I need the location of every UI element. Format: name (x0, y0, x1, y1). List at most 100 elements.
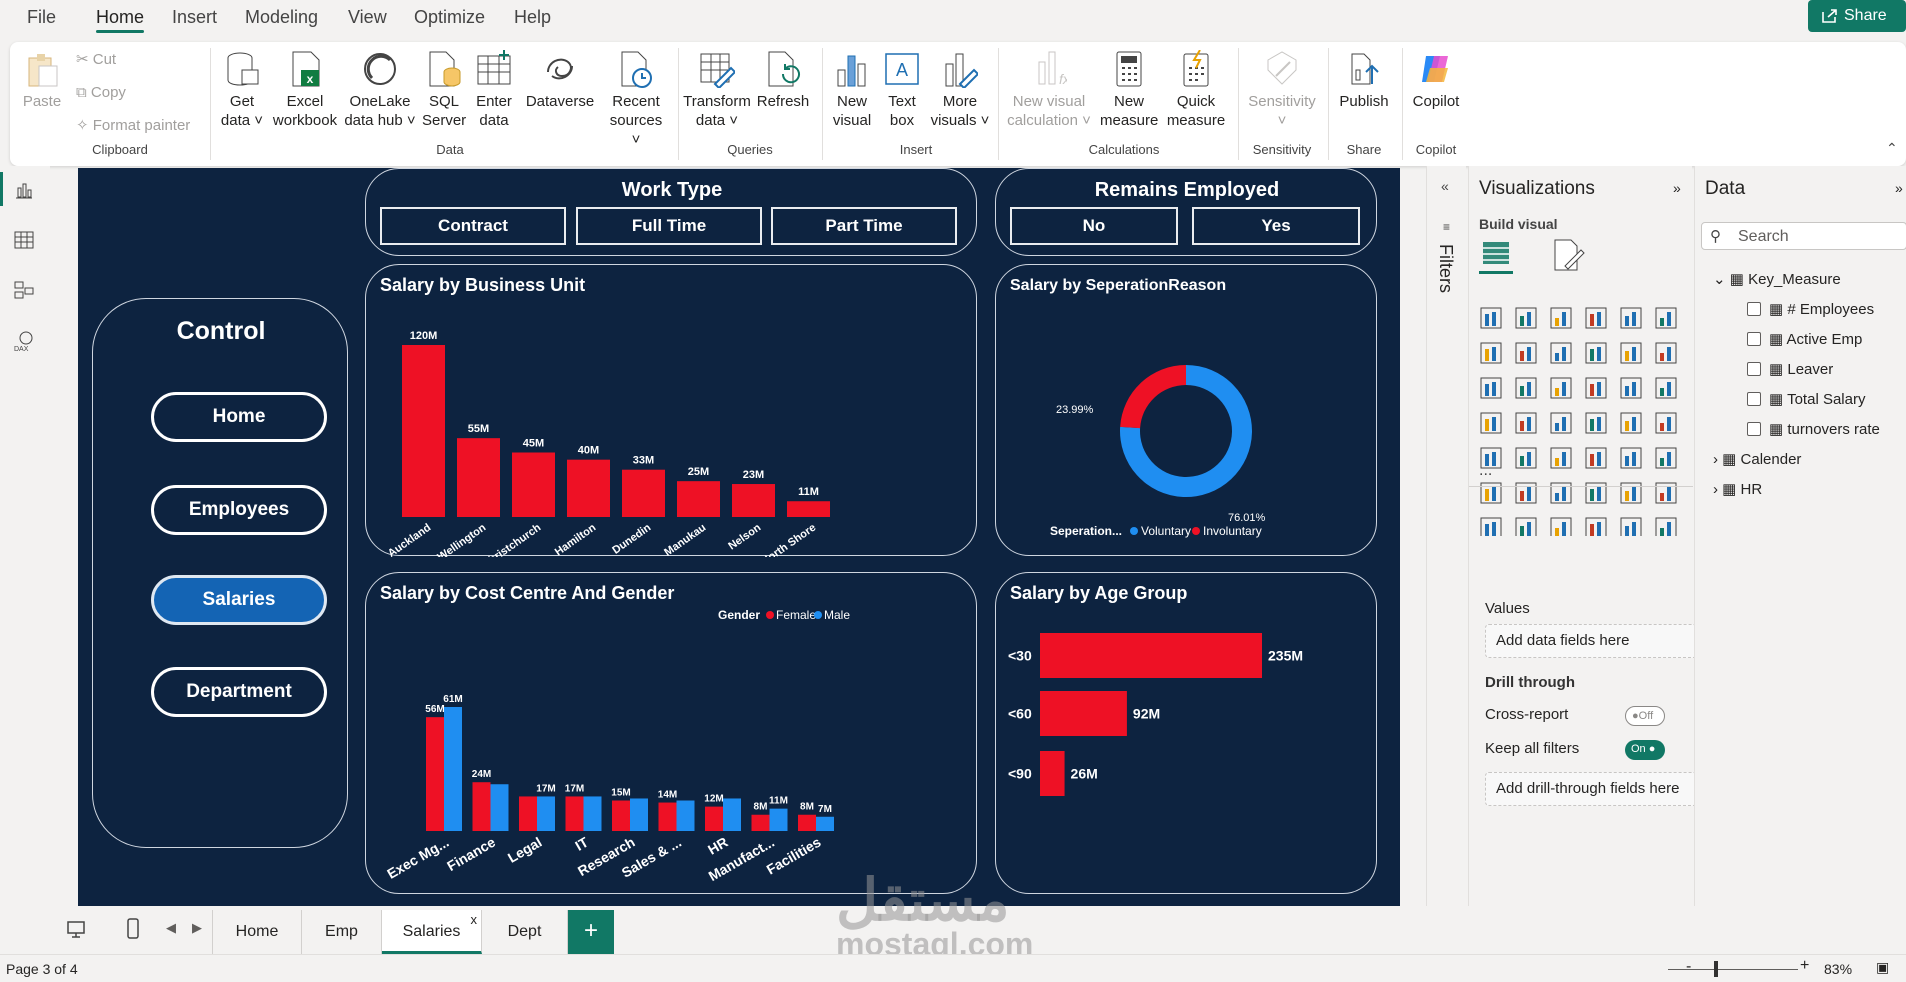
field-checkbox[interactable] (1747, 422, 1761, 436)
new-measure-button[interactable]: New measure (1100, 50, 1158, 130)
format-visual-tab[interactable] (1551, 238, 1585, 277)
enter-data-button[interactable]: Enter data (472, 50, 516, 130)
desktop-layout-icon[interactable] (66, 920, 86, 945)
table-calender[interactable]: › ▦ Calender (1713, 450, 1801, 468)
expand-icon[interactable]: « (1441, 178, 1449, 194)
menu-help[interactable]: Help (514, 7, 552, 27)
field-checkbox[interactable] (1747, 392, 1761, 406)
more-visuals-label-2: visuals (930, 112, 977, 129)
share-button[interactable]: Share ⌄ (1808, 0, 1906, 56)
quick-measure-button[interactable]: Quick measure (1164, 50, 1228, 130)
zoom-in-button[interactable]: + (1800, 957, 1810, 974)
tab-dept[interactable]: Dept (482, 910, 568, 954)
values-well[interactable]: Add data fields here (1485, 624, 1697, 658)
menu-modeling[interactable]: Modeling (245, 7, 319, 27)
remains-employed-title: Remains Employed (1094, 179, 1280, 201)
table-view-icon[interactable] (14, 230, 34, 255)
close-tab-icon[interactable]: x (470, 912, 478, 927)
menu-view[interactable]: View (348, 7, 387, 27)
onelake-button[interactable]: OneLake data hub ˅ (344, 50, 416, 130)
visual-calculation-icon: fx (1038, 51, 1067, 87)
drill-through-well[interactable]: Add drill-through fields here (1485, 772, 1697, 806)
new-measure-label-1: New (1113, 93, 1144, 110)
zoom-slider[interactable] (1668, 969, 1798, 970)
format-painter-button[interactable]: ✧ Format painter (76, 116, 190, 134)
filters-pane-collapsed[interactable]: « ≡ Filters (1426, 166, 1466, 906)
menu-home[interactable]: Home (96, 7, 145, 27)
field-employees[interactable]: ▦ # Employees (1769, 300, 1874, 318)
category-label: <30 (1008, 648, 1032, 664)
nav-salaries-button[interactable]: Salaries (151, 575, 327, 625)
field-turnovers-rate[interactable]: ▦ turnovers rate (1769, 420, 1880, 438)
table-key-measure[interactable]: ⌄ ▦ Key_Measure (1713, 270, 1841, 288)
category-label: Exec Mg... (384, 834, 451, 882)
field-total-salary[interactable]: ▦ Total Salary (1769, 390, 1865, 408)
transform-data-button[interactable]: Transform data ˅ (682, 50, 752, 130)
previous-page-icon[interactable]: ◀ (166, 920, 176, 935)
collapse-ribbon-icon[interactable]: ⌃ (1886, 140, 1898, 156)
legend-label: Male (824, 608, 850, 622)
cross-report-toggle[interactable]: ●Off (1625, 706, 1665, 726)
nav-department-button[interactable]: Department (151, 667, 327, 717)
field-checkbox[interactable] (1747, 362, 1761, 376)
collapse-pane-icon[interactable]: » (1673, 180, 1681, 196)
tab-salaries[interactable]: Salaries x (382, 910, 482, 954)
slicer-yes[interactable]: Yes (1192, 207, 1360, 245)
nav-home-button[interactable]: Home (151, 392, 327, 442)
table-hr[interactable]: › ▦ HR (1713, 480, 1762, 498)
data-label: 61M (443, 694, 462, 705)
next-page-icon[interactable]: ▶ (192, 920, 202, 935)
fit-to-page-icon[interactable]: ▣ (1876, 959, 1890, 975)
menu-optimize[interactable]: Optimize (414, 7, 486, 27)
add-page-button[interactable]: + (568, 910, 614, 954)
dax-query-view-icon[interactable]: DAX (14, 330, 34, 357)
recent-label-2: sources (609, 112, 663, 129)
copilot-button[interactable]: Copilot (1406, 50, 1466, 111)
sensitivity-button[interactable]: Sensitivity ˅ (1244, 50, 1320, 130)
field-checkbox[interactable] (1747, 332, 1761, 346)
text-box-button[interactable]: A Text box (880, 50, 924, 130)
dataverse-button[interactable]: Dataverse (522, 50, 598, 111)
new-visual-button[interactable]: New visual (830, 50, 874, 130)
excel-workbook-button[interactable]: x Excel workbook (272, 50, 338, 130)
build-visual-tab[interactable] (1479, 236, 1513, 274)
refresh-label: Refresh (756, 93, 810, 110)
slicer-contract[interactable]: Contract (380, 207, 566, 245)
data-label: 25M (688, 466, 709, 478)
tab-home[interactable]: Home (212, 910, 302, 954)
slicer-full-time[interactable]: Full Time (576, 207, 762, 245)
cut-button[interactable]: ✂ Cut (76, 50, 116, 68)
get-data-button[interactable]: Get data ˅ (220, 50, 264, 130)
field-checkbox[interactable] (1747, 302, 1761, 316)
separator (998, 48, 999, 160)
report-view-icon[interactable] (14, 180, 34, 205)
collapse-data-pane-icon[interactable]: » (1895, 180, 1903, 196)
more-visuals-ellipsis[interactable]: ... (1479, 462, 1493, 479)
format-visual-icon (1554, 239, 1585, 271)
visual-type-gallery (1480, 307, 1677, 536)
keep-filters-toggle[interactable]: On ● (1625, 740, 1665, 760)
data-search-input[interactable]: ⚲ Search (1701, 222, 1906, 250)
slicer-part-time[interactable]: Part Time (771, 207, 957, 245)
zoom-slider-thumb[interactable] (1714, 961, 1718, 977)
menu-file[interactable]: File (27, 7, 57, 27)
field-leaver[interactable]: ▦ Leaver (1769, 360, 1833, 378)
sql-server-button[interactable]: SQL Server (422, 50, 466, 130)
model-view-icon[interactable] (14, 280, 34, 305)
nav-employees-button[interactable]: Employees (151, 485, 327, 535)
menu-insert[interactable]: Insert (172, 7, 218, 27)
mobile-layout-icon[interactable] (126, 918, 140, 945)
tab-emp[interactable]: Emp (302, 910, 382, 954)
recent-sources-button[interactable]: Recent sources ˅ (604, 50, 668, 149)
more-visuals-button[interactable]: More visuals ˅ (930, 50, 990, 130)
field-active-emp[interactable]: ▦ Active Emp (1769, 330, 1862, 348)
publish-button[interactable]: Publish (1334, 50, 1394, 111)
separator (1328, 48, 1329, 160)
zoom-out-button[interactable]: - (1686, 958, 1692, 975)
slicer-no[interactable]: No (1010, 207, 1178, 245)
copy-button[interactable]: ⧉ Copy (76, 84, 126, 101)
data-label: 235M (1268, 648, 1303, 664)
refresh-button[interactable]: Refresh (754, 50, 812, 111)
paste-button[interactable]: Paste (22, 52, 62, 111)
